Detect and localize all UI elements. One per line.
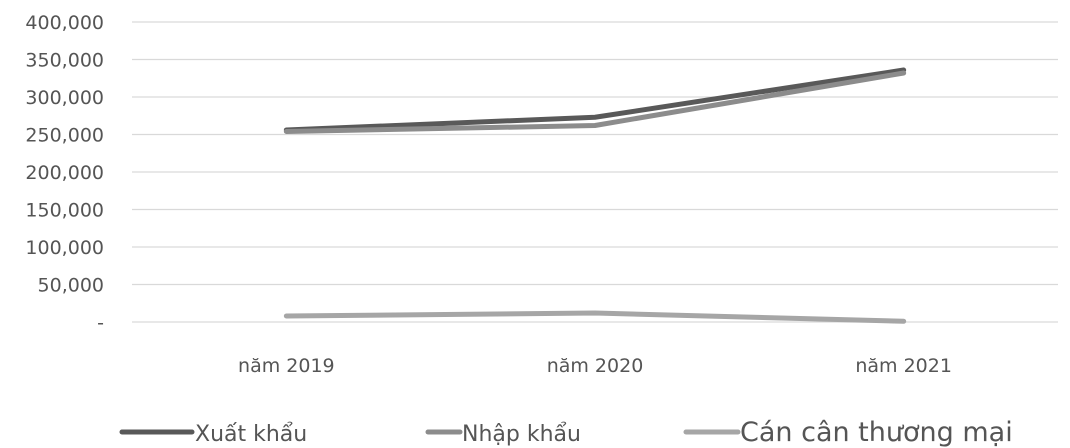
gridlines [132, 21, 1058, 323]
y-tick-label: 250,000 [25, 125, 104, 147]
x-tick-label: năm 2021 [855, 355, 952, 377]
x-axis-tick-labels: năm 2019 năm 2020 năm 2021 [238, 355, 952, 377]
legend: Xuất khẩu Nhập khẩu Cán cân thương mại [119, 417, 1013, 448]
y-tick-label: 150,000 [25, 200, 104, 222]
legend-item: Nhập khẩu [425, 422, 581, 447]
y-tick-label: 200,000 [25, 162, 104, 184]
y-tick-label: 400,000 [25, 12, 104, 34]
legend-label: Nhập khẩu [462, 422, 581, 447]
legend-label: Xuất khẩu [195, 422, 307, 447]
series-line [283, 310, 907, 324]
y-tick-label: 50,000 [38, 275, 104, 297]
y-tick-label: - [97, 312, 104, 334]
series-line [283, 70, 907, 134]
x-tick-label: năm 2020 [547, 355, 644, 377]
x-tick-label: năm 2019 [238, 355, 335, 377]
y-tick-label: 350,000 [25, 50, 104, 72]
series-lines [283, 67, 907, 324]
series-line [283, 67, 907, 133]
y-tick-label: 100,000 [25, 237, 104, 259]
legend-item: Xuất khẩu [119, 422, 307, 447]
y-axis-tick-labels: - 50,000 100,000 150,000 200,000 250,000 300,0… [25, 12, 104, 334]
legend-label: Cán cân thương mại [740, 417, 1013, 448]
y-tick-label: 300,000 [25, 87, 104, 109]
legend-item: Cán cân thương mại [683, 417, 1013, 448]
